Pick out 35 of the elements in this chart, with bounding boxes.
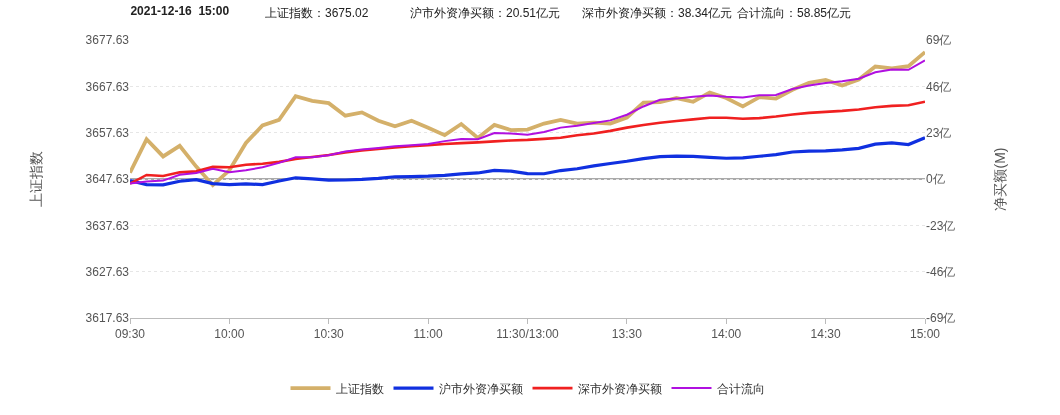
x-tick-label: 13:30: [611, 327, 643, 342]
x-tick-label: 11:30/13:00: [496, 327, 560, 342]
x-tick-label: 10:30: [313, 327, 345, 342]
legend-label: 合计流向: [716, 381, 765, 396]
legend-label: 深市外资净买额: [577, 381, 662, 396]
y-tick-label: 3627.63: [85, 264, 130, 279]
y2-tick-label: 0亿: [926, 172, 945, 187]
legend-label: 上证指数: [335, 381, 384, 396]
y-tick-label: 3637.63: [85, 218, 130, 233]
text: 合计流向：58.85亿元: [737, 6, 852, 20]
text: 上证指数：3675.02: [265, 6, 369, 20]
y2-tick-label: 46亿: [926, 79, 952, 94]
y2-tick-label: -46亿: [926, 264, 956, 279]
line-series: [130, 136, 925, 187]
x-tick-label: 14:30: [810, 327, 841, 342]
chart-title: 2021-12-16 15:00: [130, 3, 230, 18]
y-tick-label: 3677.63: [85, 33, 130, 48]
y-tick-label: 3657.63: [85, 125, 130, 140]
x-tick-label: 11:00: [413, 327, 444, 342]
y2-tick-label: -23亿: [926, 218, 956, 233]
x-tick-label: 09:30: [114, 327, 146, 342]
x-tick-label: 15:00: [909, 327, 941, 342]
y2-tick-label: 23亿: [926, 125, 952, 140]
text: 深市外资净买额：38.34亿元: [582, 6, 733, 20]
legend-label: 沪市外资净买额: [438, 381, 523, 396]
y-tick-label: 3667.63: [85, 79, 130, 94]
x-tick-label: 14:00: [711, 327, 742, 342]
x-tick-label: 10:00: [214, 327, 245, 342]
y2-tick-label: -69亿: [926, 311, 956, 326]
y2-axis-title: 净买额(M): [991, 147, 1008, 211]
y-axis-title: 上证指数: [28, 151, 45, 207]
y-tick-label: 3617.63: [85, 311, 130, 326]
y-tick-label: 3647.63: [85, 172, 130, 187]
y2-tick-label: 69亿: [926, 33, 952, 48]
text: 沪市外资净买额：20.51亿元: [410, 6, 561, 20]
